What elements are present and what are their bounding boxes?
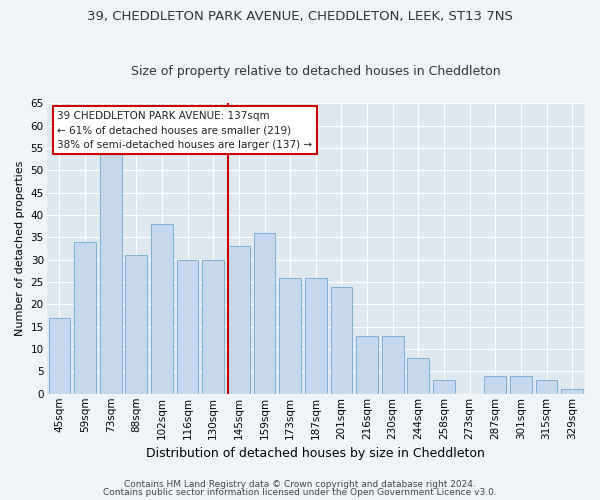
Bar (228, 246, 250, 394)
Bar (74, 242, 96, 394)
Text: Contains public sector information licensed under the Open Government Licence v3: Contains public sector information licen… (103, 488, 497, 497)
Bar (407, 358, 429, 394)
Bar (484, 376, 506, 394)
Bar (151, 224, 173, 394)
Bar (177, 260, 199, 394)
Bar (331, 286, 352, 394)
Text: 39 CHEDDLETON PARK AVENUE: 137sqm
← 61% of detached houses are smaller (219)
38%: 39 CHEDDLETON PARK AVENUE: 137sqm ← 61% … (58, 110, 313, 150)
Bar (100, 152, 122, 394)
Text: Contains HM Land Registry data © Crown copyright and database right 2024.: Contains HM Land Registry data © Crown c… (124, 480, 476, 489)
Bar (49, 318, 70, 394)
Title: Size of property relative to detached houses in Cheddleton: Size of property relative to detached ho… (131, 66, 500, 78)
Bar (561, 390, 583, 394)
Bar (202, 260, 224, 394)
Y-axis label: Number of detached properties: Number of detached properties (15, 161, 25, 336)
Bar (536, 380, 557, 394)
Bar (279, 278, 301, 394)
Bar (510, 376, 532, 394)
Bar (254, 233, 275, 394)
X-axis label: Distribution of detached houses by size in Cheddleton: Distribution of detached houses by size … (146, 447, 485, 460)
Bar (305, 278, 326, 394)
Bar (382, 336, 404, 394)
Bar (356, 336, 378, 394)
Bar (125, 255, 147, 394)
Bar (433, 380, 455, 394)
Text: 39, CHEDDLETON PARK AVENUE, CHEDDLETON, LEEK, ST13 7NS: 39, CHEDDLETON PARK AVENUE, CHEDDLETON, … (87, 10, 513, 23)
